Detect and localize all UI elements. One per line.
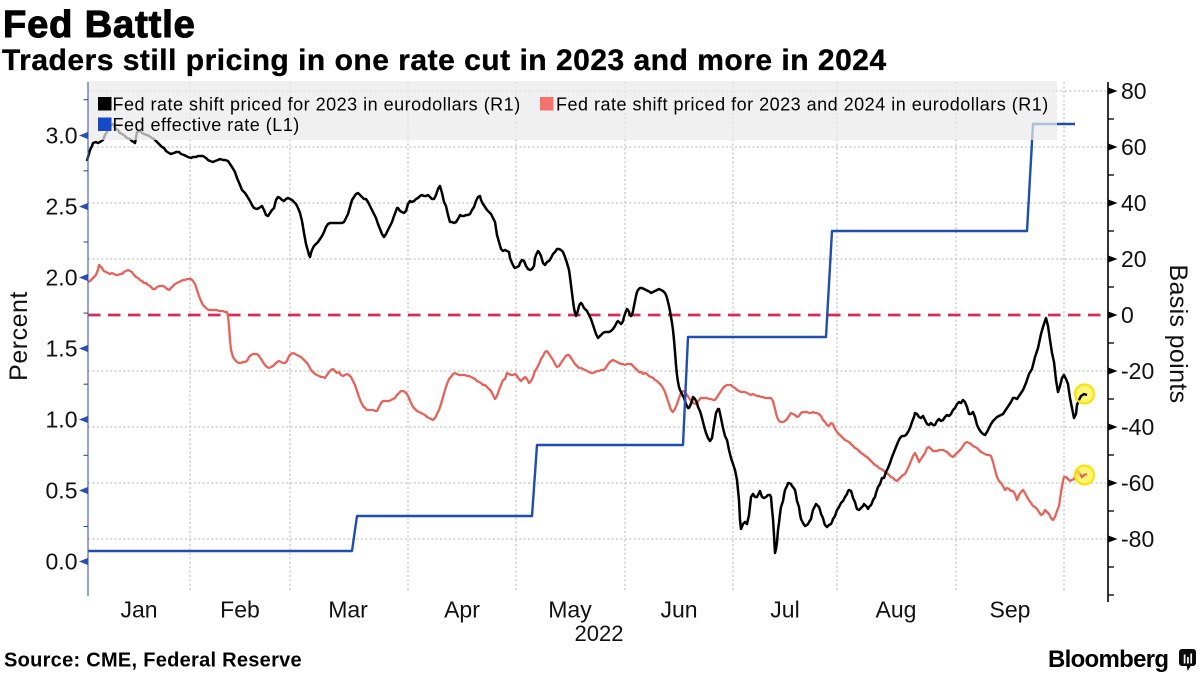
- svg-text:0.0: 0.0: [46, 549, 78, 575]
- svg-text:-40: -40: [1121, 414, 1154, 440]
- svg-text:Jul: Jul: [770, 597, 799, 623]
- svg-text:Aug: Aug: [876, 597, 917, 623]
- svg-text:Jun: Jun: [660, 597, 697, 623]
- svg-text:Jan: Jan: [120, 597, 157, 623]
- svg-text:-20: -20: [1121, 358, 1154, 384]
- svg-text:Traders still pricing in one r: Traders still pricing in one rate cut in…: [2, 44, 887, 77]
- svg-text:80: 80: [1121, 78, 1147, 104]
- svg-text:Fed effective rate (L1): Fed effective rate (L1): [113, 115, 300, 135]
- svg-text:1.5: 1.5: [46, 336, 78, 362]
- svg-text:Bloomberg: Bloomberg: [1048, 646, 1168, 673]
- svg-text:0: 0: [1121, 302, 1134, 328]
- svg-text:Apr: Apr: [444, 597, 480, 623]
- svg-text:May: May: [548, 597, 592, 623]
- svg-text:0.5: 0.5: [46, 478, 78, 504]
- svg-text:20: 20: [1121, 246, 1147, 272]
- svg-text:2022: 2022: [575, 621, 624, 646]
- svg-text:1.0: 1.0: [46, 407, 78, 433]
- svg-text:2.0: 2.0: [46, 265, 78, 291]
- svg-text:Mar: Mar: [328, 597, 368, 623]
- svg-text:Feb: Feb: [220, 597, 260, 623]
- svg-text:Basis points: Basis points: [1164, 265, 1192, 404]
- svg-text:-80: -80: [1121, 526, 1154, 552]
- svg-text:60: 60: [1121, 134, 1147, 160]
- svg-text:Sep: Sep: [990, 597, 1031, 623]
- svg-text:3.0: 3.0: [46, 123, 78, 149]
- svg-text:Percent: Percent: [5, 291, 33, 381]
- svg-text:Fed rate shift priced for 2023: Fed rate shift priced for 2023 and 2024 …: [556, 95, 1049, 115]
- svg-text:2.5: 2.5: [46, 194, 78, 220]
- svg-text:Fed Battle: Fed Battle: [3, 4, 196, 46]
- svg-text:-60: -60: [1121, 470, 1154, 496]
- svg-text:40: 40: [1121, 190, 1147, 216]
- svg-text:Fed rate shift priced for 2023: Fed rate shift priced for 2023 in eurodo…: [113, 95, 521, 115]
- svg-text:Source: CME, Federal Reserve: Source: CME, Federal Reserve: [4, 650, 302, 672]
